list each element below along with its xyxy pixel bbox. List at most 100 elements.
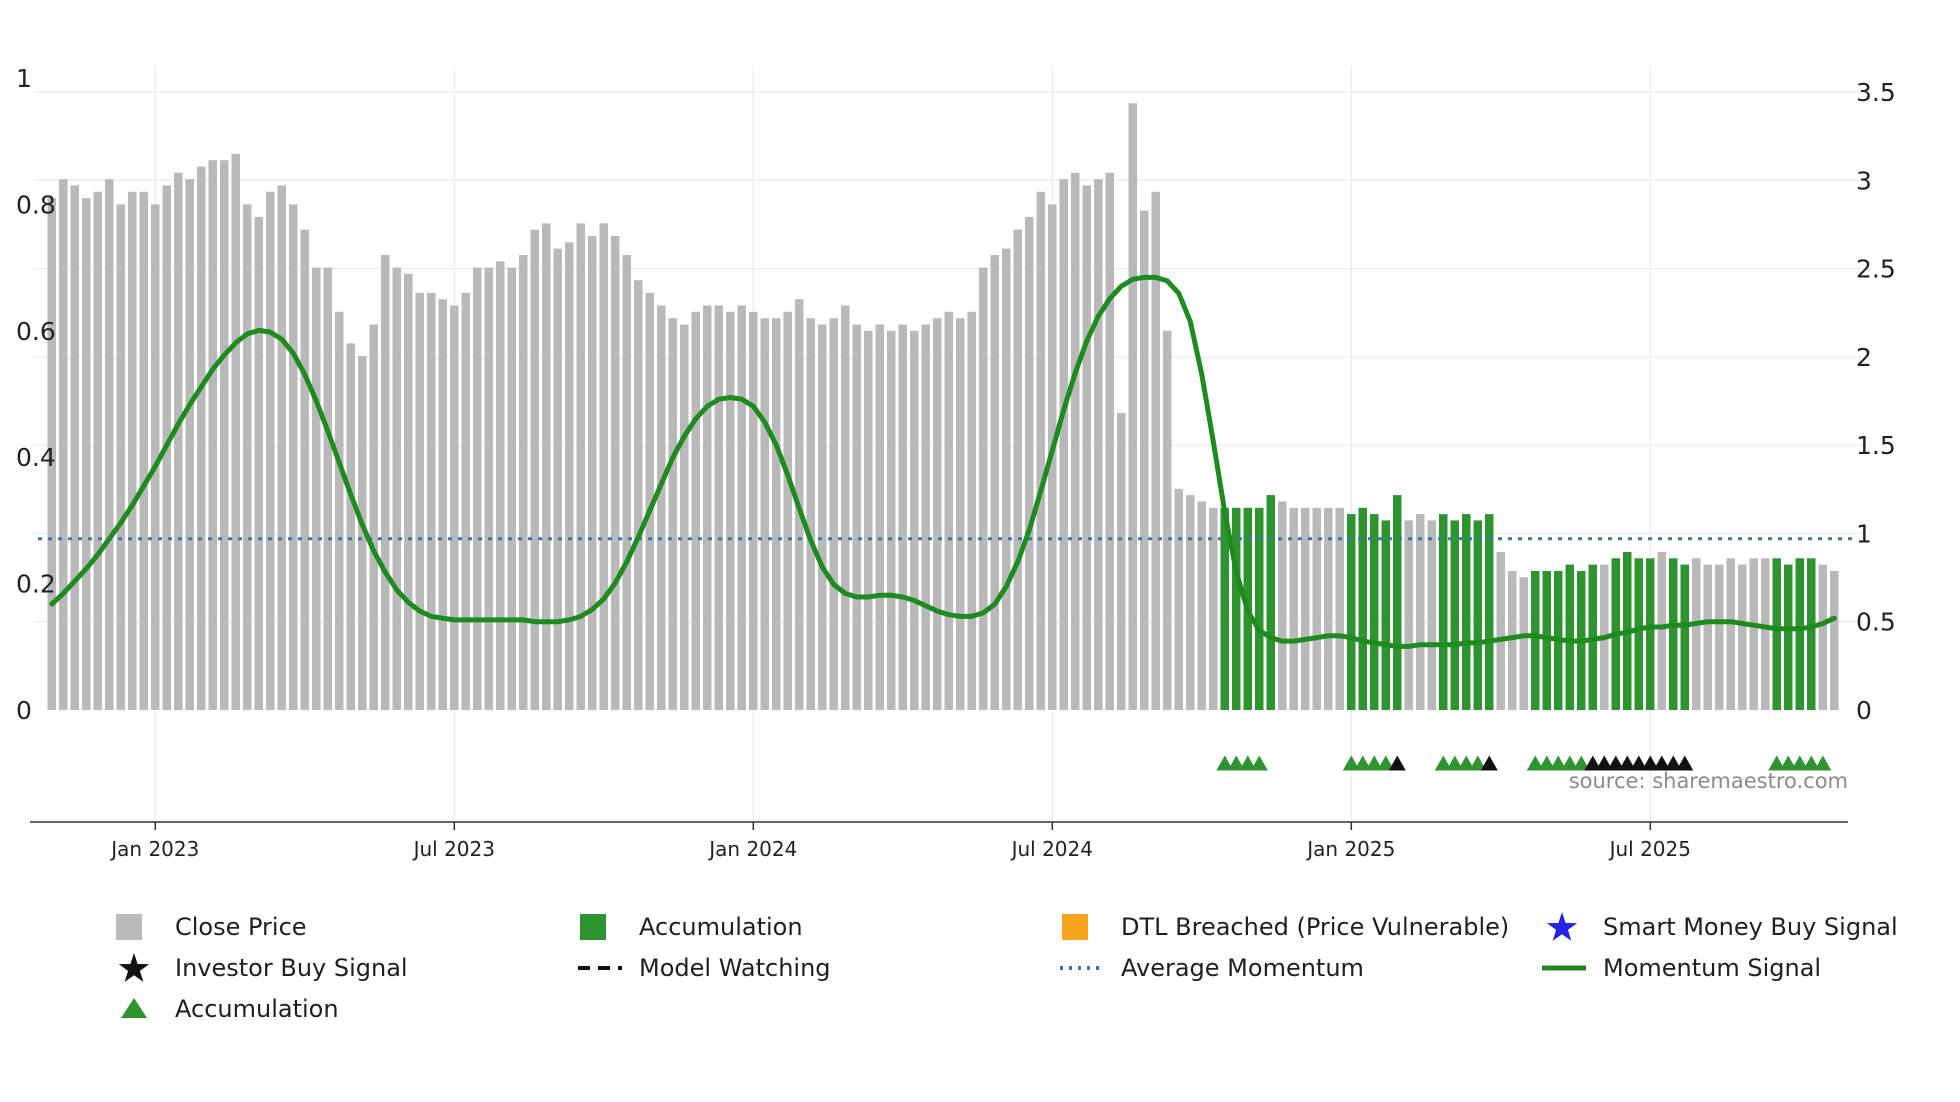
- close-price-bar: [381, 255, 390, 710]
- close-price-bar: [415, 292, 424, 710]
- close-price-bar: [1749, 558, 1758, 710]
- legend-label: Close Price: [175, 912, 307, 941]
- left-y-tick-label: 1: [16, 64, 32, 93]
- close-price-bar: [1830, 571, 1839, 710]
- close-price-bar: [1151, 191, 1160, 711]
- legend-accumulation-bar: Accumulation: [576, 906, 1058, 947]
- close-price-bar: [473, 267, 482, 710]
- accumulation-bar: [1462, 514, 1471, 710]
- close-price-bar: [760, 318, 769, 710]
- accumulation-bar: [1255, 507, 1264, 710]
- x-tick-label: Jan 2025: [1305, 837, 1395, 861]
- close-price-bar: [1059, 179, 1068, 711]
- legend-label: Accumulation: [639, 912, 803, 941]
- legend-label: Average Momentum: [1121, 953, 1364, 982]
- chart-canvas: Jan 2023 Jul 2023 Jan 2024 Jul 2024 Jan 2025…: [16, 64, 1896, 861]
- accumulation-marker: [1342, 755, 1360, 771]
- accumulation-bar: [1358, 507, 1367, 710]
- close-price-bar: [910, 330, 919, 710]
- close-price-bar: [208, 160, 217, 710]
- close-price-bar: [300, 229, 309, 710]
- dotted-swatch-icon: [1060, 965, 1104, 970]
- momentum-signal-line: [49, 274, 1837, 649]
- close-price-bar: [139, 191, 148, 711]
- close-price-bar: [1117, 413, 1126, 710]
- close-price-bar: [599, 223, 608, 710]
- legend-model-watching: Model Watching: [576, 947, 1058, 988]
- accumulation-bar: [1784, 564, 1793, 710]
- close-price-bar: [1105, 172, 1114, 711]
- close-price-bar: [1140, 210, 1149, 710]
- close-price-bar: [967, 311, 976, 710]
- close-price-bar: [484, 267, 493, 710]
- accumulation-bar: [1473, 520, 1482, 710]
- close-price-bar: [358, 356, 367, 710]
- investor-buy-marker: [1595, 755, 1613, 771]
- close-price-bar: [1416, 514, 1425, 710]
- investor-buy-marker: [1676, 755, 1694, 771]
- close-price-bar: [1427, 520, 1436, 710]
- close-price-bar: [588, 236, 597, 710]
- accumulation-bar: [1347, 514, 1356, 710]
- close-price-bar: [1324, 507, 1333, 710]
- accumulation-marker: [1446, 755, 1464, 771]
- accumulation-bar: [1266, 495, 1275, 710]
- left-y-tick-label: 0.6: [16, 317, 56, 346]
- investor-buy-marker: [1664, 755, 1682, 771]
- accumulation-bar: [1772, 558, 1781, 710]
- close-price-bar: [312, 267, 321, 710]
- close-price-bar: [841, 305, 850, 710]
- right-y-tick-label: 0: [1856, 696, 1872, 725]
- x-tick-label: Jul 2023: [412, 837, 495, 861]
- accumulation-marker: [1227, 755, 1245, 771]
- close-price-bar: [691, 311, 700, 710]
- legend-label: Momentum Signal: [1603, 953, 1822, 982]
- close-price-bar: [1301, 507, 1310, 710]
- square-swatch-icon: [116, 913, 142, 940]
- close-price-bar: [783, 311, 792, 710]
- dash-swatch-icon: [578, 965, 622, 970]
- close-price-bar: [1519, 577, 1528, 710]
- right-y-tick-label: 0.5: [1856, 608, 1896, 637]
- close-price-bar: [956, 318, 965, 710]
- x-tick-label: Jul 2024: [1010, 837, 1093, 861]
- close-price-bar: [93, 191, 102, 711]
- close-price-bar: [772, 318, 781, 710]
- accumulation-bar: [1634, 558, 1643, 710]
- close-price-bar: [128, 191, 137, 711]
- close-price-bar: [657, 305, 666, 710]
- accumulation-bar: [1370, 514, 1379, 710]
- accumulation-marker: [1538, 755, 1556, 771]
- legend-label: Accumulation: [175, 994, 339, 1023]
- close-price-bar: [1508, 571, 1517, 710]
- close-price-bar: [392, 267, 401, 710]
- investor-buy-marker: [1388, 755, 1406, 771]
- close-price-bar: [611, 236, 620, 710]
- accumulation-bar: [1807, 558, 1816, 710]
- legend-average-momentum: Average Momentum: [1058, 947, 1540, 988]
- investor-buy-marker: [1630, 755, 1648, 771]
- accumulation-marker: [1814, 755, 1832, 771]
- accumulation-bar: [1565, 564, 1574, 710]
- legend-momentum-signal: Momentum Signal: [1540, 947, 1960, 988]
- close-price-bar: [852, 324, 861, 710]
- close-price-bar: [1692, 558, 1701, 710]
- left-y-tick-label: 0.8: [16, 190, 56, 219]
- triangle-swatch-icon: [121, 997, 147, 1018]
- legend-label: Model Watching: [639, 953, 831, 982]
- close-price-bar: [1002, 248, 1011, 710]
- close-price-bar: [496, 261, 505, 710]
- star-swatch-icon: [118, 952, 150, 982]
- accumulation-marker: [1365, 755, 1383, 771]
- close-price-bar: [1025, 217, 1034, 710]
- close-price-bar: [151, 204, 160, 710]
- close-price-bar: [933, 318, 942, 710]
- accumulation-marker: [1768, 755, 1786, 771]
- close-price-bar: [1335, 507, 1344, 710]
- source-note: source: sharemaestro.com: [1569, 769, 1848, 793]
- legend-investor-buy-signal: Investor Buy Signal: [112, 947, 576, 988]
- close-price-bar: [829, 318, 838, 710]
- left-y-tick-label: 0.4: [16, 443, 56, 472]
- close-price-bar: [530, 229, 539, 710]
- close-price-bar: [1312, 507, 1321, 710]
